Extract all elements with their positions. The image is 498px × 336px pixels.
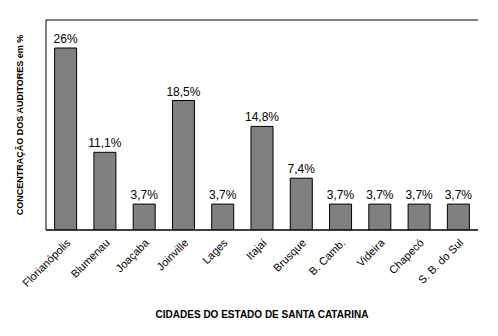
- svg-text:14,8%: 14,8%: [245, 110, 279, 124]
- svg-text:7,4%: 7,4%: [288, 162, 316, 176]
- svg-text:Joaçaba: Joaçaba: [113, 236, 152, 275]
- svg-text:Chapecó: Chapecó: [386, 236, 426, 276]
- svg-text:CIDADES DO ESTADO DE SANTA CAT: CIDADES DO ESTADO DE SANTA CATARINA: [156, 309, 369, 320]
- svg-text:3,7%: 3,7%: [327, 188, 355, 202]
- svg-text:S. B. do Sul: S. B. do Sul: [416, 236, 466, 286]
- svg-text:B. Camb.: B. Camb.: [307, 236, 348, 277]
- svg-text:Blumenau: Blumenau: [68, 236, 112, 280]
- svg-text:3,7%: 3,7%: [131, 188, 159, 202]
- svg-text:Lages: Lages: [200, 236, 230, 266]
- svg-text:3,7%: 3,7%: [445, 188, 473, 202]
- svg-text:Brusque: Brusque: [271, 236, 308, 273]
- svg-text:18,5%: 18,5%: [166, 85, 200, 99]
- svg-text:3,7%: 3,7%: [366, 188, 394, 202]
- svg-text:CONCENTRAÇÃO DOS AUDITORES em: CONCENTRAÇÃO DOS AUDITORES em %: [15, 35, 25, 216]
- svg-text:3,7%: 3,7%: [405, 188, 433, 202]
- svg-text:Florianópolis: Florianópolis: [20, 236, 73, 289]
- svg-text:11,1%: 11,1%: [88, 136, 121, 150]
- svg-text:3,7%: 3,7%: [209, 188, 237, 202]
- svg-text:Itajaí: Itajaí: [244, 236, 269, 261]
- svg-text:26%: 26%: [54, 32, 78, 46]
- svg-text:Videira: Videira: [354, 236, 387, 269]
- svg-text:Joinville: Joinville: [154, 236, 190, 272]
